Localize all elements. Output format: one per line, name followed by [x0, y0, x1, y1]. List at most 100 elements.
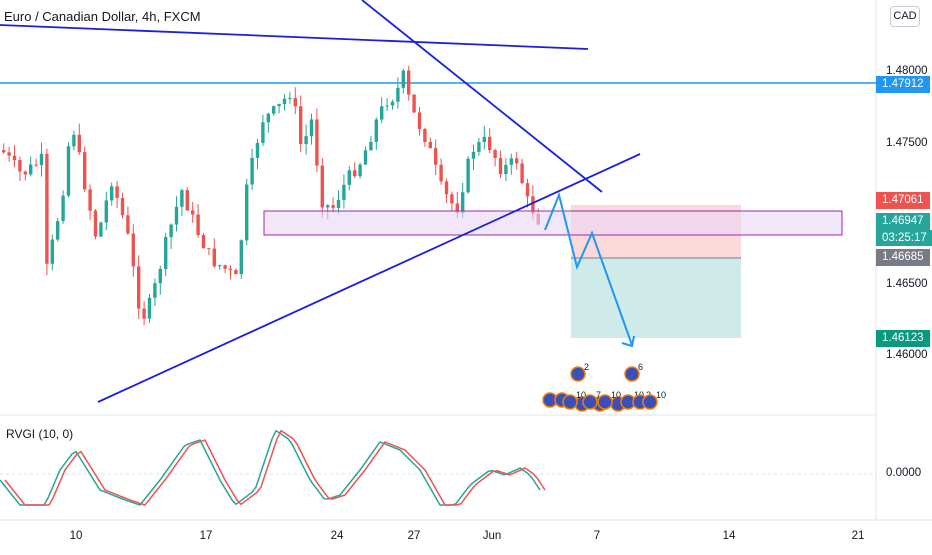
candle-body [309, 119, 314, 137]
candle-body [466, 158, 470, 193]
candle-body [18, 160, 22, 172]
candle-body [450, 194, 454, 204]
price-tick: 1.46000 [886, 349, 928, 361]
candle-body [34, 164, 38, 166]
candle-body [390, 101, 395, 106]
candle-body [180, 190, 184, 207]
rvgi-zero-tick: 0.0000 [886, 467, 922, 479]
candle-body [50, 239, 54, 264]
candle-body [477, 142, 481, 152]
candle-body [428, 142, 432, 149]
candle-body [461, 192, 465, 214]
rvgi-legend[interactable]: RVGI (10, 0) [6, 427, 74, 441]
support-zone[interactable] [263, 210, 843, 236]
current-price-label: 1.46947 [876, 213, 930, 230]
candle-body [83, 152, 87, 190]
candle-body [385, 105, 389, 107]
ascending-trendline[interactable] [97, 153, 641, 403]
candle-body [401, 70, 405, 88]
candle-body [66, 146, 71, 196]
event-flag-icon[interactable] [570, 366, 586, 382]
candle-body [2, 150, 6, 153]
date-tick: 27 [407, 530, 421, 542]
candle-body [255, 142, 260, 158]
candle-body [174, 206, 179, 225]
candle-body [115, 186, 119, 198]
candle-body [412, 94, 416, 113]
event-flag-icon[interactable] [642, 394, 658, 410]
symbol-title[interactable]: Euro / Canadian Dollar, 4h, FXCM [4, 9, 201, 24]
candle-body [277, 104, 281, 107]
candle-body [164, 237, 168, 269]
candle-body [39, 153, 44, 166]
candle-body [315, 119, 319, 166]
target-price-label: 1.46123 [876, 330, 930, 347]
candle-body [120, 197, 125, 216]
candle-body [347, 170, 351, 185]
upper-trendline[interactable] [0, 24, 589, 50]
event-count-label: 2 [584, 362, 589, 372]
candle-body [531, 196, 535, 214]
candle-body [423, 128, 427, 143]
resistance-price-label: 1.47912 [876, 76, 930, 93]
date-tick: Jun [482, 530, 502, 542]
candle-body [493, 150, 497, 158]
candle-body [363, 150, 368, 165]
candle-body [525, 183, 530, 197]
candle-body [380, 106, 384, 120]
candle-body [207, 248, 211, 250]
candle-body [137, 266, 141, 309]
event-flag-icon[interactable] [597, 394, 613, 410]
candle-body [439, 164, 443, 182]
candle-body [520, 163, 524, 184]
candle-body [482, 136, 486, 143]
projection-path[interactable] [544, 191, 633, 346]
candle-body [23, 171, 27, 175]
entry-price-label: 1.46685 [876, 249, 930, 266]
descending-trendline[interactable] [361, 0, 603, 193]
date-tick: 24 [330, 530, 344, 542]
candle-body [110, 186, 114, 201]
candle-body [488, 136, 492, 151]
date-tick: 10 [69, 530, 83, 542]
event-flag-icon[interactable] [562, 394, 578, 410]
bar-countdown: 03:25:17 [876, 230, 932, 246]
candle-body [185, 190, 189, 211]
candle-body [498, 157, 503, 175]
candle-body [131, 233, 135, 267]
candle-body [7, 152, 11, 156]
event-count-label: 6 [638, 362, 643, 372]
candle-body [396, 87, 400, 102]
economic-events[interactable]: 261071010210 [542, 362, 666, 412]
candle-body [147, 297, 152, 319]
event-count-label: 10 [576, 390, 586, 400]
event-flag-icon[interactable] [624, 366, 640, 382]
date-tick: 7 [593, 530, 601, 542]
candle-body [88, 189, 92, 211]
date-tick: 17 [199, 530, 213, 542]
projection-arrowhead [621, 335, 635, 348]
candle-body [201, 235, 206, 249]
stop-price-label: 1.47061 [876, 192, 930, 209]
event-count-label: 7 [596, 390, 601, 400]
candle-body [191, 210, 195, 215]
candle-body [293, 98, 297, 107]
candle-body [336, 199, 341, 208]
currency-button[interactable]: CAD [890, 6, 920, 27]
candle-body [250, 157, 254, 185]
event-flag-icon[interactable] [582, 394, 598, 410]
candle-body [434, 148, 438, 165]
candle-body [331, 205, 335, 208]
candle-body [417, 112, 422, 129]
candle-body [212, 248, 216, 267]
candle-body [72, 134, 76, 147]
take-profit-zone[interactable] [571, 258, 741, 338]
candle-body [228, 268, 233, 271]
candle-body [104, 200, 108, 223]
candle-body [471, 151, 476, 159]
candle-body [234, 270, 238, 275]
candle-body [515, 158, 519, 164]
candle-body [153, 283, 157, 298]
